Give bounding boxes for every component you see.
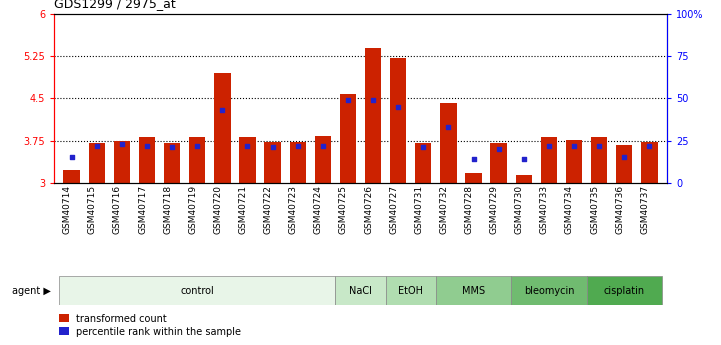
Bar (511, 276, 587, 305)
Text: GSM40729: GSM40729 (490, 185, 499, 234)
Text: GSM40731: GSM40731 (415, 185, 423, 234)
Text: GSM40737: GSM40737 (640, 185, 650, 234)
Text: GSM40732: GSM40732 (439, 185, 448, 234)
Text: GSM40728: GSM40728 (464, 185, 474, 234)
Point (518, 156, 529, 162)
Legend: transformed count, percentile rank within the sample: transformed count, percentile rank withi… (59, 314, 242, 337)
Bar (541, 137, 557, 183)
Bar (490, 144, 507, 183)
Text: GSM40736: GSM40736 (615, 185, 624, 234)
Text: EtOH: EtOH (398, 286, 423, 296)
Point (644, 143, 655, 148)
Bar (436, 276, 511, 305)
Bar (139, 137, 155, 183)
Text: GSM40734: GSM40734 (565, 185, 574, 234)
Text: GSM40733: GSM40733 (540, 185, 549, 234)
Text: GSM40718: GSM40718 (163, 185, 172, 234)
Text: bleomycin: bleomycin (523, 286, 574, 296)
Bar (386, 276, 436, 305)
Point (116, 141, 128, 147)
Point (593, 143, 605, 148)
Bar (641, 142, 658, 183)
Point (619, 155, 630, 160)
Point (493, 146, 505, 152)
Bar (89, 144, 105, 183)
Bar (390, 58, 407, 183)
Bar (164, 144, 180, 183)
Bar (59, 276, 335, 305)
Bar (616, 145, 632, 183)
Bar (365, 48, 381, 183)
Text: GSM40714: GSM40714 (63, 185, 71, 234)
Point (568, 143, 580, 148)
Bar (63, 170, 80, 183)
Point (468, 156, 479, 162)
Point (392, 104, 404, 110)
Bar (290, 142, 306, 183)
Text: GSM40724: GSM40724 (314, 185, 323, 234)
Point (367, 97, 379, 103)
Text: GSM40725: GSM40725 (339, 185, 348, 234)
Bar (415, 144, 431, 183)
Bar (335, 276, 386, 305)
Bar (441, 103, 456, 183)
Text: GDS1299 / 2975_at: GDS1299 / 2975_at (54, 0, 176, 10)
Text: control: control (180, 286, 214, 296)
Text: GSM40727: GSM40727 (389, 185, 398, 234)
Bar (516, 175, 532, 183)
Bar (114, 141, 130, 183)
Text: GSM40717: GSM40717 (138, 185, 147, 234)
Text: MMS: MMS (462, 286, 485, 296)
Bar (189, 137, 205, 183)
Point (543, 143, 554, 148)
Point (292, 143, 304, 148)
Text: agent ▶: agent ▶ (12, 286, 50, 296)
Point (317, 143, 329, 148)
Text: GSM40735: GSM40735 (590, 185, 599, 234)
Bar (591, 137, 607, 183)
Text: GSM40722: GSM40722 (264, 185, 273, 234)
Point (342, 97, 354, 103)
Point (417, 145, 429, 150)
Bar (239, 137, 256, 183)
Bar (587, 276, 662, 305)
Point (242, 143, 253, 148)
Bar (265, 142, 280, 183)
Text: NaCl: NaCl (349, 286, 372, 296)
Bar (465, 173, 482, 183)
Point (192, 143, 203, 148)
Text: GSM40719: GSM40719 (188, 185, 198, 234)
Text: GSM40723: GSM40723 (288, 185, 298, 234)
Text: GSM40720: GSM40720 (213, 185, 222, 234)
Point (167, 145, 178, 150)
Bar (314, 136, 331, 183)
Bar (566, 140, 582, 183)
Text: GSM40726: GSM40726 (364, 185, 373, 234)
Point (443, 124, 454, 130)
Text: cisplatin: cisplatin (603, 286, 645, 296)
Point (66, 155, 77, 160)
Bar (214, 73, 231, 183)
Text: GSM40715: GSM40715 (88, 185, 97, 234)
Text: GSM40730: GSM40730 (515, 185, 523, 234)
Point (267, 145, 278, 150)
Point (91, 143, 102, 148)
Text: GSM40716: GSM40716 (113, 185, 122, 234)
Point (216, 107, 228, 113)
Point (141, 143, 153, 148)
Text: GSM40721: GSM40721 (239, 185, 247, 234)
Bar (340, 95, 356, 183)
